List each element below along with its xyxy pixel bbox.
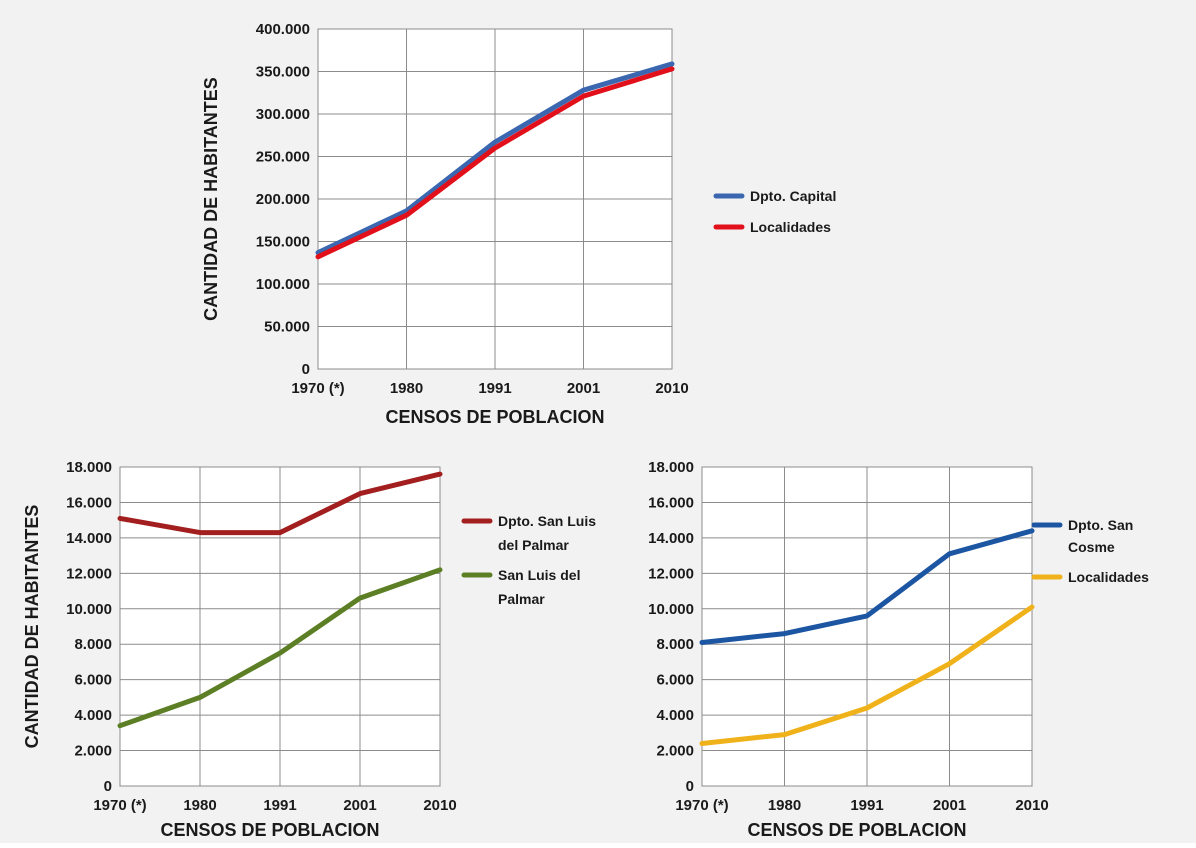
x-tick-label: 2001: [933, 797, 966, 814]
y-tick-label: 300.000: [256, 106, 310, 123]
data-point: [784, 633, 785, 635]
x-tick-label: 2010: [423, 797, 456, 814]
legend: Dpto. Capital Localidades: [713, 188, 836, 235]
y-tick-label: 0: [302, 361, 310, 378]
data-point: [406, 214, 407, 216]
y-tick-label: 6.000: [74, 672, 112, 689]
y-tick-label: 4.000: [74, 707, 112, 724]
x-tick-label: 1991: [478, 380, 511, 397]
data-point: [406, 210, 407, 212]
y-tick-label: 12.000: [66, 565, 112, 582]
data-point: [1031, 530, 1033, 532]
x-tick-label: 1980: [768, 797, 801, 814]
data-point: [439, 569, 441, 571]
data-point: [359, 493, 361, 495]
y-tick-label: 250.000: [256, 149, 310, 166]
y-tick-label: 12.000: [648, 565, 694, 582]
data-point: [494, 141, 496, 143]
data-point: [866, 707, 868, 709]
x-tick-label: 2010: [1015, 797, 1048, 814]
y-tick-label: 6.000: [656, 672, 694, 689]
x-tick-label: 1980: [390, 380, 423, 397]
x-tick-label: 1970 (*): [93, 797, 146, 814]
data-point: [494, 147, 496, 149]
data-point: [359, 597, 361, 599]
x-tick-label: 1980: [183, 797, 216, 814]
y-tick-label: 18.000: [66, 459, 112, 476]
data-point: [701, 641, 703, 643]
legend: Dpto. San Luis del Palmar San Luis del Palm…: [461, 513, 596, 607]
y-axis-title: CANTIDAD DE HABITANTES: [201, 77, 221, 321]
legend: Dpto. San Cosme Localidades: [1031, 517, 1149, 585]
y-tick-label: 0: [686, 778, 694, 795]
legend-label: Dpto. San: [1068, 517, 1133, 533]
y-tick-label: 100.000: [256, 276, 310, 293]
data-point: [701, 742, 703, 744]
data-point: [1031, 606, 1033, 608]
y-tick-label: 18.000: [648, 459, 694, 476]
y-tick-label: 2.000: [656, 743, 694, 760]
legend-label: Localidades: [1068, 569, 1149, 585]
data-point: [119, 517, 121, 519]
data-point: [583, 95, 584, 97]
y-tick-label: 200.000: [256, 191, 310, 208]
legend-label: San Luis del: [498, 567, 580, 583]
data-point: [279, 532, 281, 534]
legend-label: Localidades: [750, 219, 831, 235]
data-point: [949, 553, 950, 555]
y-tick-label: 16.000: [66, 494, 112, 511]
legend-label: Dpto. Capital: [750, 188, 836, 204]
x-tick-label: 1970 (*): [675, 797, 728, 814]
data-point: [317, 252, 319, 254]
data-point: [439, 473, 441, 475]
data-point: [583, 89, 584, 91]
y-tick-label: 2.000: [74, 743, 112, 760]
data-point: [866, 615, 868, 617]
x-tick-label: 2010: [655, 380, 688, 397]
data-point: [671, 63, 673, 65]
x-tick-label: 1970 (*): [291, 380, 344, 397]
legend-label: Cosme: [1068, 539, 1115, 555]
legend-label: del Palmar: [498, 537, 569, 553]
y-tick-label: 400.000: [256, 21, 310, 38]
x-axis-title: CENSOS DE POBLACION: [747, 820, 966, 840]
y-tick-label: 10.000: [648, 601, 694, 618]
y-tick-label: 0: [104, 778, 112, 795]
data-point: [199, 696, 201, 698]
data-point: [317, 256, 319, 258]
chart-3: 0 2.000 4.000 6.000 8.000 10.000 12.000 14.000 1…: [648, 459, 1149, 840]
y-tick-label: 16.000: [648, 494, 694, 511]
data-point: [784, 734, 785, 736]
y-tick-label: 8.000: [74, 636, 112, 653]
x-axis-title: CENSOS DE POBLACION: [385, 407, 604, 427]
data-point: [671, 68, 673, 70]
data-point: [199, 532, 201, 534]
y-tick-label: 14.000: [648, 530, 694, 547]
x-axis-title: CENSOS DE POBLACION: [160, 820, 379, 840]
chart-2: 0 2.000 4.000 6.000 8.000 10.000 12.000 14.000 1…: [22, 459, 596, 840]
x-tick-label: 2001: [343, 797, 376, 814]
legend-label: Palmar: [498, 591, 545, 607]
y-tick-label: 8.000: [656, 636, 694, 653]
y-axis-title: CANTIDAD DE HABITANTES: [22, 505, 42, 749]
data-point: [119, 725, 121, 727]
y-tick-label: 350.000: [256, 64, 310, 81]
y-tick-label: 14.000: [66, 530, 112, 547]
data-point: [279, 652, 281, 654]
legend-label: Dpto. San Luis: [498, 513, 596, 529]
x-tick-label: 1991: [850, 797, 883, 814]
chart-1: 0 50.000 100.000 150.000 200.000 250.000 300.0…: [201, 21, 836, 427]
y-tick-label: 50.000: [264, 319, 310, 336]
y-tick-label: 150.000: [256, 234, 310, 251]
data-point: [949, 663, 950, 665]
y-tick-label: 4.000: [656, 707, 694, 724]
x-tick-label: 1991: [263, 797, 296, 814]
x-tick-label: 2001: [567, 380, 600, 397]
y-tick-label: 10.000: [66, 601, 112, 618]
